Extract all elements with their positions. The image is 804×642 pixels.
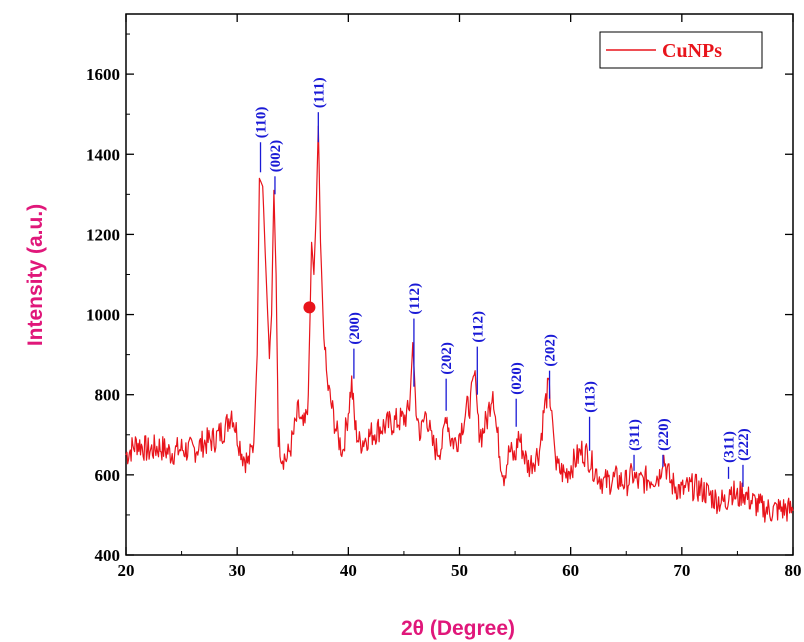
x-tick-label: 80 [785, 561, 802, 580]
y-tick-label: 1200 [86, 225, 120, 244]
axes: 20 30 40 50 60 70 80 400 600 800 1000 1200 1400 1600 [86, 13, 802, 580]
peak-label: (222) [736, 428, 752, 461]
series-line-cunps [125, 125, 794, 523]
peak-label: (110) [254, 107, 270, 139]
y-tick-label: 1600 [86, 65, 120, 84]
peak-label: (020) [509, 362, 525, 395]
x-tick-label: 30 [229, 561, 246, 580]
x-tick-label: 20 [118, 561, 135, 580]
y-tick-label: 400 [95, 546, 121, 565]
peak-label: (111) [311, 77, 327, 108]
legend-label-cunps: CuNPs [662, 40, 722, 62]
x-tick-label: 50 [451, 561, 468, 580]
series-layer [125, 125, 794, 523]
x-tick-label: 60 [562, 561, 579, 580]
peak-label: (002) [268, 140, 284, 173]
y-tick-label: 600 [95, 466, 121, 485]
peak-label: (112) [407, 283, 423, 315]
peak-dot-marker [303, 301, 316, 314]
x-tick-label: 70 [673, 561, 690, 580]
peak-label: (311) [627, 419, 643, 451]
y-tick-label: 1000 [86, 306, 120, 325]
peak-annotations: (110)(002) (111) (200) (112) (202) (112) (020)… [254, 77, 752, 487]
peak-label: (200) [347, 312, 363, 345]
plot-frame [125, 13, 794, 556]
peak-label: (220) [656, 418, 672, 451]
peak-label: (113) [583, 381, 599, 413]
peak-label: (202) [543, 334, 559, 367]
y-axis-title: Intensity (a.u.) [24, 204, 47, 346]
peak-label: (311) [722, 431, 738, 463]
x-axis-title: 2θ (Degree) [401, 617, 515, 640]
peak-label: (202) [439, 342, 455, 375]
y-tick-label: 800 [95, 386, 121, 405]
x-tick-label: 40 [340, 561, 357, 580]
y-tick-label: 1400 [86, 145, 120, 164]
peak-label: (112) [470, 311, 486, 343]
legend: CuNPs [599, 31, 763, 69]
